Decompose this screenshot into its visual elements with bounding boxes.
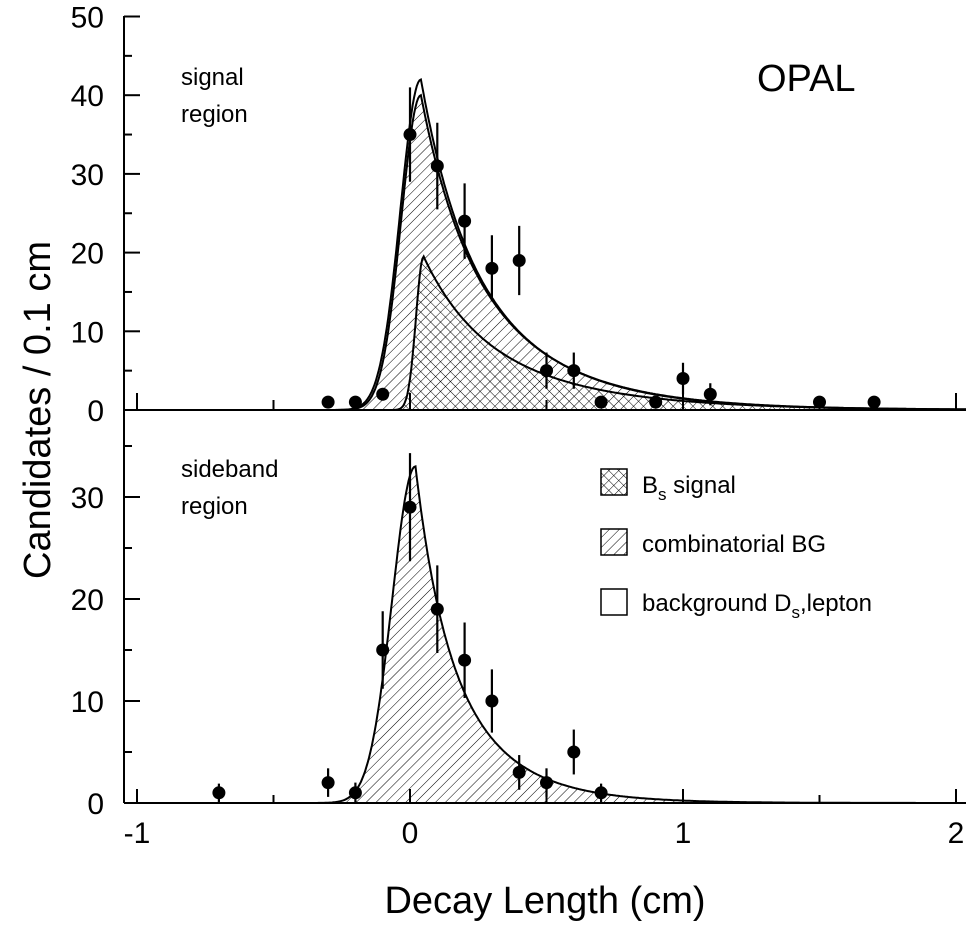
y-tick-label-lower: 10 bbox=[71, 686, 104, 719]
combinatorial-curve bbox=[246, 93, 966, 410]
legend-swatch-combinatorial-bg bbox=[600, 528, 628, 556]
y-tick-label-lower: 20 bbox=[71, 584, 104, 617]
data-point-lower bbox=[430, 602, 444, 616]
data-point-lower bbox=[485, 694, 499, 708]
data-point-upper bbox=[430, 159, 444, 173]
total-fit-curve-upper bbox=[246, 77, 966, 410]
data-point-upper bbox=[540, 364, 553, 378]
legend-swatch-bs-signal bbox=[600, 468, 628, 496]
data-point-lower bbox=[348, 786, 362, 800]
data-point-lower bbox=[540, 776, 553, 790]
signal-region-label-line2: region bbox=[181, 101, 248, 128]
y-tick-label-upper: 0 bbox=[87, 395, 104, 428]
data-point-upper bbox=[867, 395, 881, 409]
y-tick-label-upper: 50 bbox=[71, 2, 104, 35]
x-tick-label: -1 bbox=[124, 817, 151, 850]
data-point-upper bbox=[567, 364, 581, 378]
data-point-lower bbox=[458, 653, 472, 667]
data-point-upper bbox=[703, 387, 717, 401]
signal-region-label-line1: signal bbox=[181, 64, 244, 91]
legend-swatch-background-ds-lepton bbox=[600, 588, 628, 616]
data-point-upper bbox=[512, 253, 526, 267]
data-point-lower bbox=[403, 500, 417, 514]
sideband-region-label-line1: sideband bbox=[181, 456, 278, 483]
y-tick-label-upper: 10 bbox=[71, 316, 104, 349]
data-point-upper bbox=[403, 128, 417, 142]
plot-frame bbox=[123, 16, 966, 804]
combinatorial-bg-area bbox=[246, 95, 966, 410]
data-points bbox=[212, 87, 881, 803]
combinatorial-bg-area-lower bbox=[246, 466, 966, 803]
data-point-upper bbox=[348, 395, 362, 409]
tick-labels: 0 10 20 30 40 50 0 10 20 30 -1 0 1 2 bbox=[71, 2, 965, 851]
total-fit-curve-lower bbox=[246, 464, 966, 803]
lower-panel-fill bbox=[246, 464, 966, 803]
y-tick-label-lower: 0 bbox=[87, 788, 104, 821]
x-tick-label: 2 bbox=[948, 817, 965, 850]
x-tick-label: 0 bbox=[402, 817, 419, 850]
axis-ticks bbox=[124, 15, 957, 804]
upper-panel-fill bbox=[246, 77, 966, 410]
y-tick-label-lower: 30 bbox=[71, 482, 104, 515]
data-point-upper bbox=[458, 214, 472, 228]
y-tick-label-upper: 20 bbox=[71, 238, 104, 271]
data-point-upper bbox=[321, 395, 335, 409]
data-point-lower bbox=[512, 765, 526, 779]
legend-label-combinatorial-bg: combinatorial BG bbox=[642, 531, 826, 558]
y-tick-label-upper: 30 bbox=[71, 159, 104, 192]
data-point-lower bbox=[212, 786, 226, 800]
y-tick-label-upper: 40 bbox=[71, 80, 104, 113]
x-tick-label: 1 bbox=[675, 817, 692, 850]
y-axis-title: Candidates / 0.1 cm bbox=[17, 241, 59, 579]
bs-signal-area bbox=[369, 256, 966, 410]
legend-label-bs-signal: Bs signal bbox=[642, 472, 736, 504]
data-point-upper bbox=[485, 261, 499, 275]
data-point-upper bbox=[676, 372, 690, 386]
legend-label-background-ds-lepton: background Ds,lepton bbox=[642, 590, 872, 622]
sideband-region-label-line2: region bbox=[181, 493, 248, 520]
data-point-lower bbox=[321, 776, 335, 790]
data-point-upper bbox=[649, 395, 663, 409]
data-point-upper bbox=[594, 395, 608, 409]
experiment-label: OPAL bbox=[757, 58, 856, 100]
legend: Bs signal combinatorial BG background Ds… bbox=[600, 468, 872, 622]
x-axis-title: Decay Length (cm) bbox=[384, 880, 705, 922]
data-point-lower bbox=[594, 786, 608, 800]
data-point-upper bbox=[376, 387, 390, 401]
data-point-upper bbox=[813, 395, 826, 409]
data-point-lower bbox=[376, 643, 390, 657]
data-point-lower bbox=[567, 745, 581, 759]
